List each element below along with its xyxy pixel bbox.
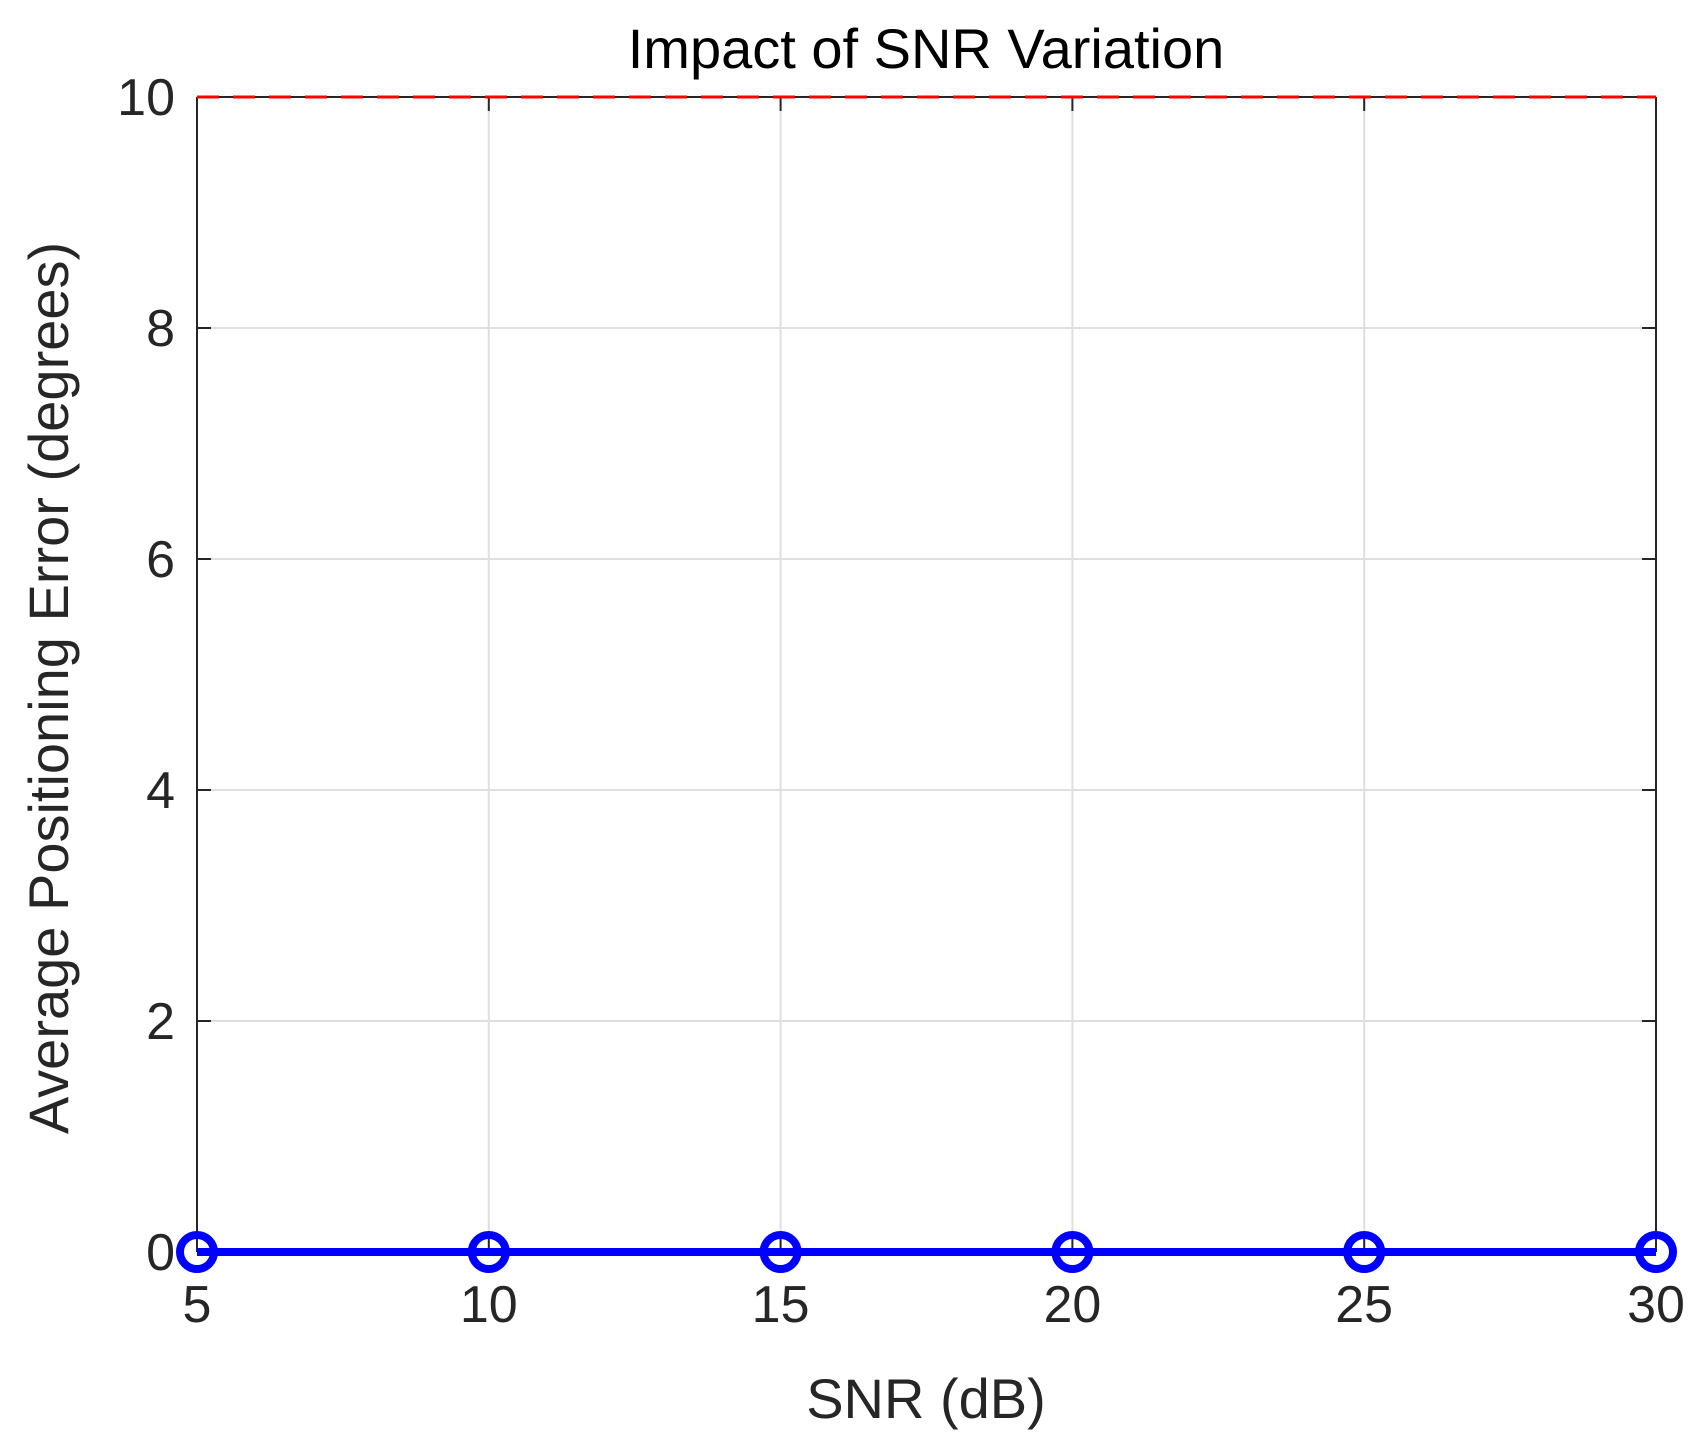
x-axis-title: SNR (dB) xyxy=(806,1367,1046,1430)
x-tick-label: 5 xyxy=(183,1276,212,1334)
grid-layer xyxy=(196,96,1657,1253)
y-tick-label: 2 xyxy=(146,993,175,1051)
label-layer: 5 10 15 20 25 30 0 2 4 6 8 10 xyxy=(117,69,1685,1334)
y-tick-label: 6 xyxy=(146,531,175,589)
x-tick-label: 10 xyxy=(460,1276,518,1334)
plot-area xyxy=(197,97,1656,1252)
data-point-marker xyxy=(1635,1231,1677,1273)
x-tick-label: 20 xyxy=(1043,1276,1101,1334)
y-tick-label: 0 xyxy=(146,1224,175,1282)
data-point-marker xyxy=(467,1231,510,1273)
x-tick-label: 25 xyxy=(1335,1276,1393,1334)
chart-title: Impact of SNR Variation xyxy=(628,17,1225,80)
x-tick-label: 30 xyxy=(1627,1276,1685,1334)
y-tick-label: 10 xyxy=(117,69,175,127)
data-point-marker xyxy=(1051,1231,1094,1273)
y-tick-label: 4 xyxy=(146,762,175,820)
data-point-marker xyxy=(176,1231,218,1273)
y-axis-title: Average Positioning Error (degrees) xyxy=(17,242,80,1134)
y-tick-label: 8 xyxy=(146,300,175,358)
x-tick-label: 15 xyxy=(752,1276,810,1334)
data-point-marker xyxy=(759,1231,802,1273)
data-point-marker xyxy=(1343,1231,1386,1273)
series-layer xyxy=(176,95,1677,1273)
